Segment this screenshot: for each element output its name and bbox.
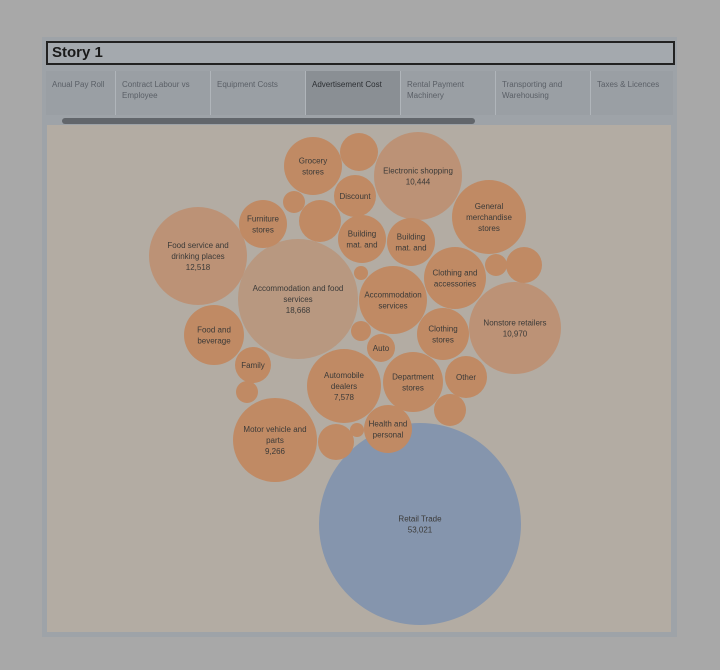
bubble-label-12-1: stores (432, 336, 454, 345)
bubble-label-14-1: personal (373, 431, 404, 440)
bubble-25[interactable] (506, 247, 542, 283)
bubble-label-16-0: Building (397, 233, 425, 242)
bubble-label-21-0: Auto (373, 344, 390, 353)
bubble-label-8-0: Clothing and (433, 269, 478, 278)
bubble-29[interactable] (318, 424, 354, 460)
bubble-label-9-0: Accommodation (364, 291, 421, 300)
bubble-value-5: 9,266 (265, 447, 286, 456)
bubble-label-17-1: stores (252, 226, 274, 235)
bubble-value-2: 12,518 (186, 263, 211, 272)
bubble-label-1-1: services (283, 295, 312, 304)
bubble-label-11-0: Food and (197, 326, 231, 335)
bubble-6[interactable] (307, 349, 381, 423)
bubble-0[interactable] (319, 423, 521, 625)
bubble-17[interactable] (239, 200, 287, 248)
bubble-label-10-1: stores (402, 384, 424, 393)
tab-taxes-licences[interactable]: Taxes & Licences (591, 71, 673, 115)
story-container: Story 1 Anual Pay Roll Contract Labour v… (42, 37, 677, 637)
bubble-label-2-0: Food service and (167, 241, 228, 250)
bubble-13[interactable] (284, 137, 342, 195)
bubble-18[interactable] (334, 175, 376, 217)
tab-contract-labour[interactable]: Contract Labour vs Employee (116, 71, 211, 115)
bubble-label-5-1: parts (266, 436, 284, 445)
bubble-10[interactable] (383, 352, 443, 412)
bubble-label-9-1: services (378, 302, 407, 311)
bubble-21[interactable] (367, 334, 395, 362)
bubble-7[interactable] (452, 180, 526, 254)
bubble-label-2-1: drinking places (171, 252, 224, 261)
bubble-24[interactable] (283, 191, 305, 213)
bubble-5[interactable] (233, 398, 317, 482)
bubble-label-3-0: Nonstore retailers (483, 319, 546, 328)
bubble-30[interactable] (350, 423, 364, 437)
story-tabs: Anual Pay Roll Contract Labour vs Employ… (46, 71, 673, 115)
plot-area: Retail Trade 53,021 Accommodation and food… (47, 125, 671, 632)
tab-transporting[interactable]: Transporting and Warehousing (496, 71, 591, 115)
bubble-label-1-0: Accommodation and food (253, 284, 344, 293)
bubble-label-19-0: Other (456, 373, 476, 382)
bubble-value-4: 10,444 (406, 178, 431, 187)
bubble-label-6-1: dealers (331, 382, 357, 391)
bubble-label-13-0: Grocery (299, 157, 327, 166)
bubble-label-16-1: mat. and (395, 244, 426, 253)
bubble-20[interactable] (235, 347, 271, 383)
tab-equipment-costs[interactable]: Equipment Costs (211, 71, 306, 115)
bubble-31[interactable] (434, 394, 466, 426)
bubble-4[interactable] (374, 132, 462, 220)
tabs-scrollbar[interactable] (62, 118, 475, 124)
bubble-label-7-2: stores (478, 224, 500, 233)
bubble-label-7-1: merchandise (466, 213, 512, 222)
bubble-16[interactable] (387, 218, 435, 266)
bubble-label-6-0: Automobile (324, 371, 365, 380)
tab-advertisement-cost[interactable]: Advertisement Cost (306, 71, 401, 115)
bubble-28[interactable] (351, 321, 371, 341)
bubble-value-0: 53,021 (408, 526, 433, 535)
bubble-label-15-0: Building (348, 230, 376, 239)
bubble-label-4-0: Electronic shopping (383, 167, 453, 176)
bubble-label-20-0: Family (241, 361, 265, 370)
tab-anual-pay-roll[interactable]: Anual Pay Roll (46, 71, 116, 115)
bubble-value-1: 18,668 (286, 306, 311, 315)
story-title: Story 1 (46, 41, 675, 65)
bubble-27[interactable] (354, 266, 368, 280)
bubble-value-3: 10,970 (503, 330, 528, 339)
bubble-chart: Retail Trade 53,021 Accommodation and food… (149, 132, 561, 625)
bubble-label-7-0: General (475, 202, 504, 211)
bubble-9[interactable] (359, 266, 427, 334)
bubble-32[interactable] (236, 381, 258, 403)
bubble-label-12-0: Clothing (428, 325, 457, 334)
bubble-12[interactable] (417, 308, 469, 360)
bubble-label-18-0: Discount (339, 192, 371, 201)
bubble-label-13-1: stores (302, 168, 324, 177)
bubble-2[interactable] (149, 207, 247, 305)
bubble-label-8-1: accessories (434, 280, 476, 289)
bubble-value-6: 7,578 (334, 393, 355, 402)
bubble-label-14-0: Health and (369, 420, 408, 429)
bubble-8[interactable] (424, 247, 486, 309)
bubble-label-5-0: Motor vehicle and (243, 425, 306, 434)
bubble-label-11-1: beverage (197, 337, 231, 346)
bubble-label-17-0: Furniture (247, 215, 280, 224)
tab-rental-payment[interactable]: Rental Payment Machinery (401, 71, 496, 115)
bubble-15[interactable] (338, 215, 386, 263)
bubble-23[interactable] (299, 200, 341, 242)
bubble-label-10-0: Department (392, 373, 435, 382)
bubble-3[interactable] (469, 282, 561, 374)
bubble-1[interactable] (238, 239, 358, 359)
bubble-19[interactable] (445, 356, 487, 398)
bubble-label-0-0: Retail Trade (398, 515, 442, 524)
bubble-11[interactable] (184, 305, 244, 365)
bubble-label-15-1: mat. and (346, 241, 377, 250)
bubble-26[interactable] (485, 254, 507, 276)
bubble-14[interactable] (364, 405, 412, 453)
bubble-22[interactable] (340, 133, 378, 171)
